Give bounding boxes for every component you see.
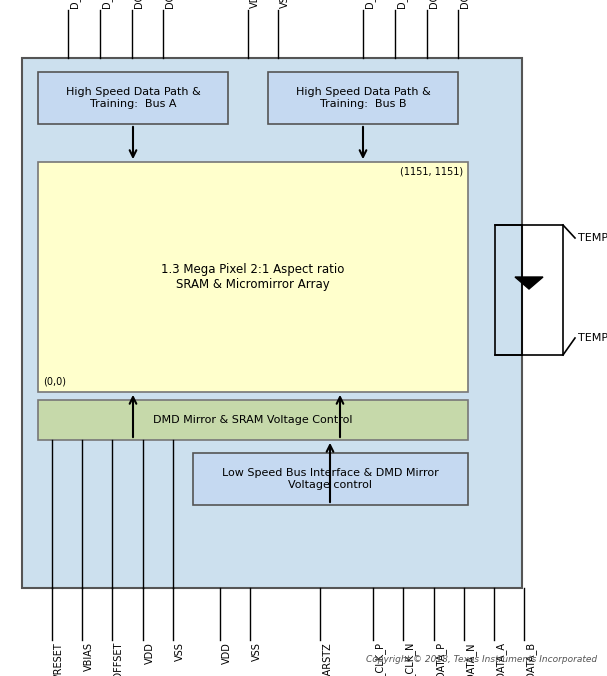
Text: Copyright © 2018, Texas Instruments Incorporated: Copyright © 2018, Texas Instruments Inco… (366, 655, 597, 664)
Text: DMD_DEN_ARSTZ: DMD_DEN_ARSTZ (322, 642, 333, 676)
Bar (38, 400, 468, 440)
Bar (495, 225, 563, 355)
Text: LS_WDATA_P: LS_WDATA_P (435, 642, 446, 676)
Polygon shape (515, 277, 543, 289)
Text: DMD Mirror & SRAM Voltage Control: DMD Mirror & SRAM Voltage Control (153, 415, 353, 425)
Text: LS_CLK_P: LS_CLK_P (375, 642, 385, 676)
Text: LS_RDATA_B: LS_RDATA_B (526, 642, 537, 676)
Text: 1.3 Mega Pixel 2:1 Aspect ratio
SRAM & Micromirror Array: 1.3 Mega Pixel 2:1 Aspect ratio SRAM & M… (161, 263, 345, 291)
Bar (38, 162, 468, 392)
Text: VSS: VSS (251, 642, 262, 661)
Text: TEMP_P: TEMP_P (578, 233, 607, 243)
Text: VSS: VSS (174, 642, 185, 661)
Bar (38, 72, 228, 124)
Text: VDDI: VDDI (249, 0, 260, 8)
Text: DCLK_AP: DCLK_AP (134, 0, 144, 8)
Text: VDD: VDD (144, 642, 155, 664)
Text: (0,0): (0,0) (43, 377, 66, 387)
Bar (268, 72, 458, 124)
Bar (22, 58, 522, 588)
Text: D_BP(7:0): D_BP(7:0) (364, 0, 375, 8)
Text: DCLK_AN: DCLK_AN (164, 0, 175, 8)
Text: DCLK_BN: DCLK_BN (459, 0, 470, 8)
Text: VBIAS: VBIAS (84, 642, 93, 671)
Text: (1151, 1151): (1151, 1151) (400, 167, 463, 177)
Text: VSS: VSS (279, 0, 290, 8)
Text: D_BN(7:0): D_BN(7:0) (396, 0, 407, 8)
Text: LS_WDATA_N: LS_WDATA_N (466, 642, 476, 676)
Text: LS_RDATA_A: LS_RDATA_A (495, 642, 506, 676)
Text: High Speed Data Path &
Training:  Bus B: High Speed Data Path & Training: Bus B (296, 87, 430, 109)
Text: D_AN(7:0): D_AN(7:0) (101, 0, 112, 8)
Text: LS_CLK_N: LS_CLK_N (404, 642, 415, 676)
Text: VDD: VDD (222, 642, 231, 664)
Text: DCLK_BP: DCLK_BP (429, 0, 439, 8)
Text: TEMP_N: TEMP_N (578, 333, 607, 343)
Text: High Speed Data Path &
Training:  Bus A: High Speed Data Path & Training: Bus A (66, 87, 200, 109)
Text: VOFFSET: VOFFSET (114, 642, 123, 676)
Bar (193, 453, 468, 505)
Text: Low Speed Bus Interface & DMD Mirror
Voltage control: Low Speed Bus Interface & DMD Mirror Vol… (222, 468, 439, 490)
Text: VRESET: VRESET (53, 642, 64, 676)
Text: D_AP(7:0): D_AP(7:0) (69, 0, 80, 8)
